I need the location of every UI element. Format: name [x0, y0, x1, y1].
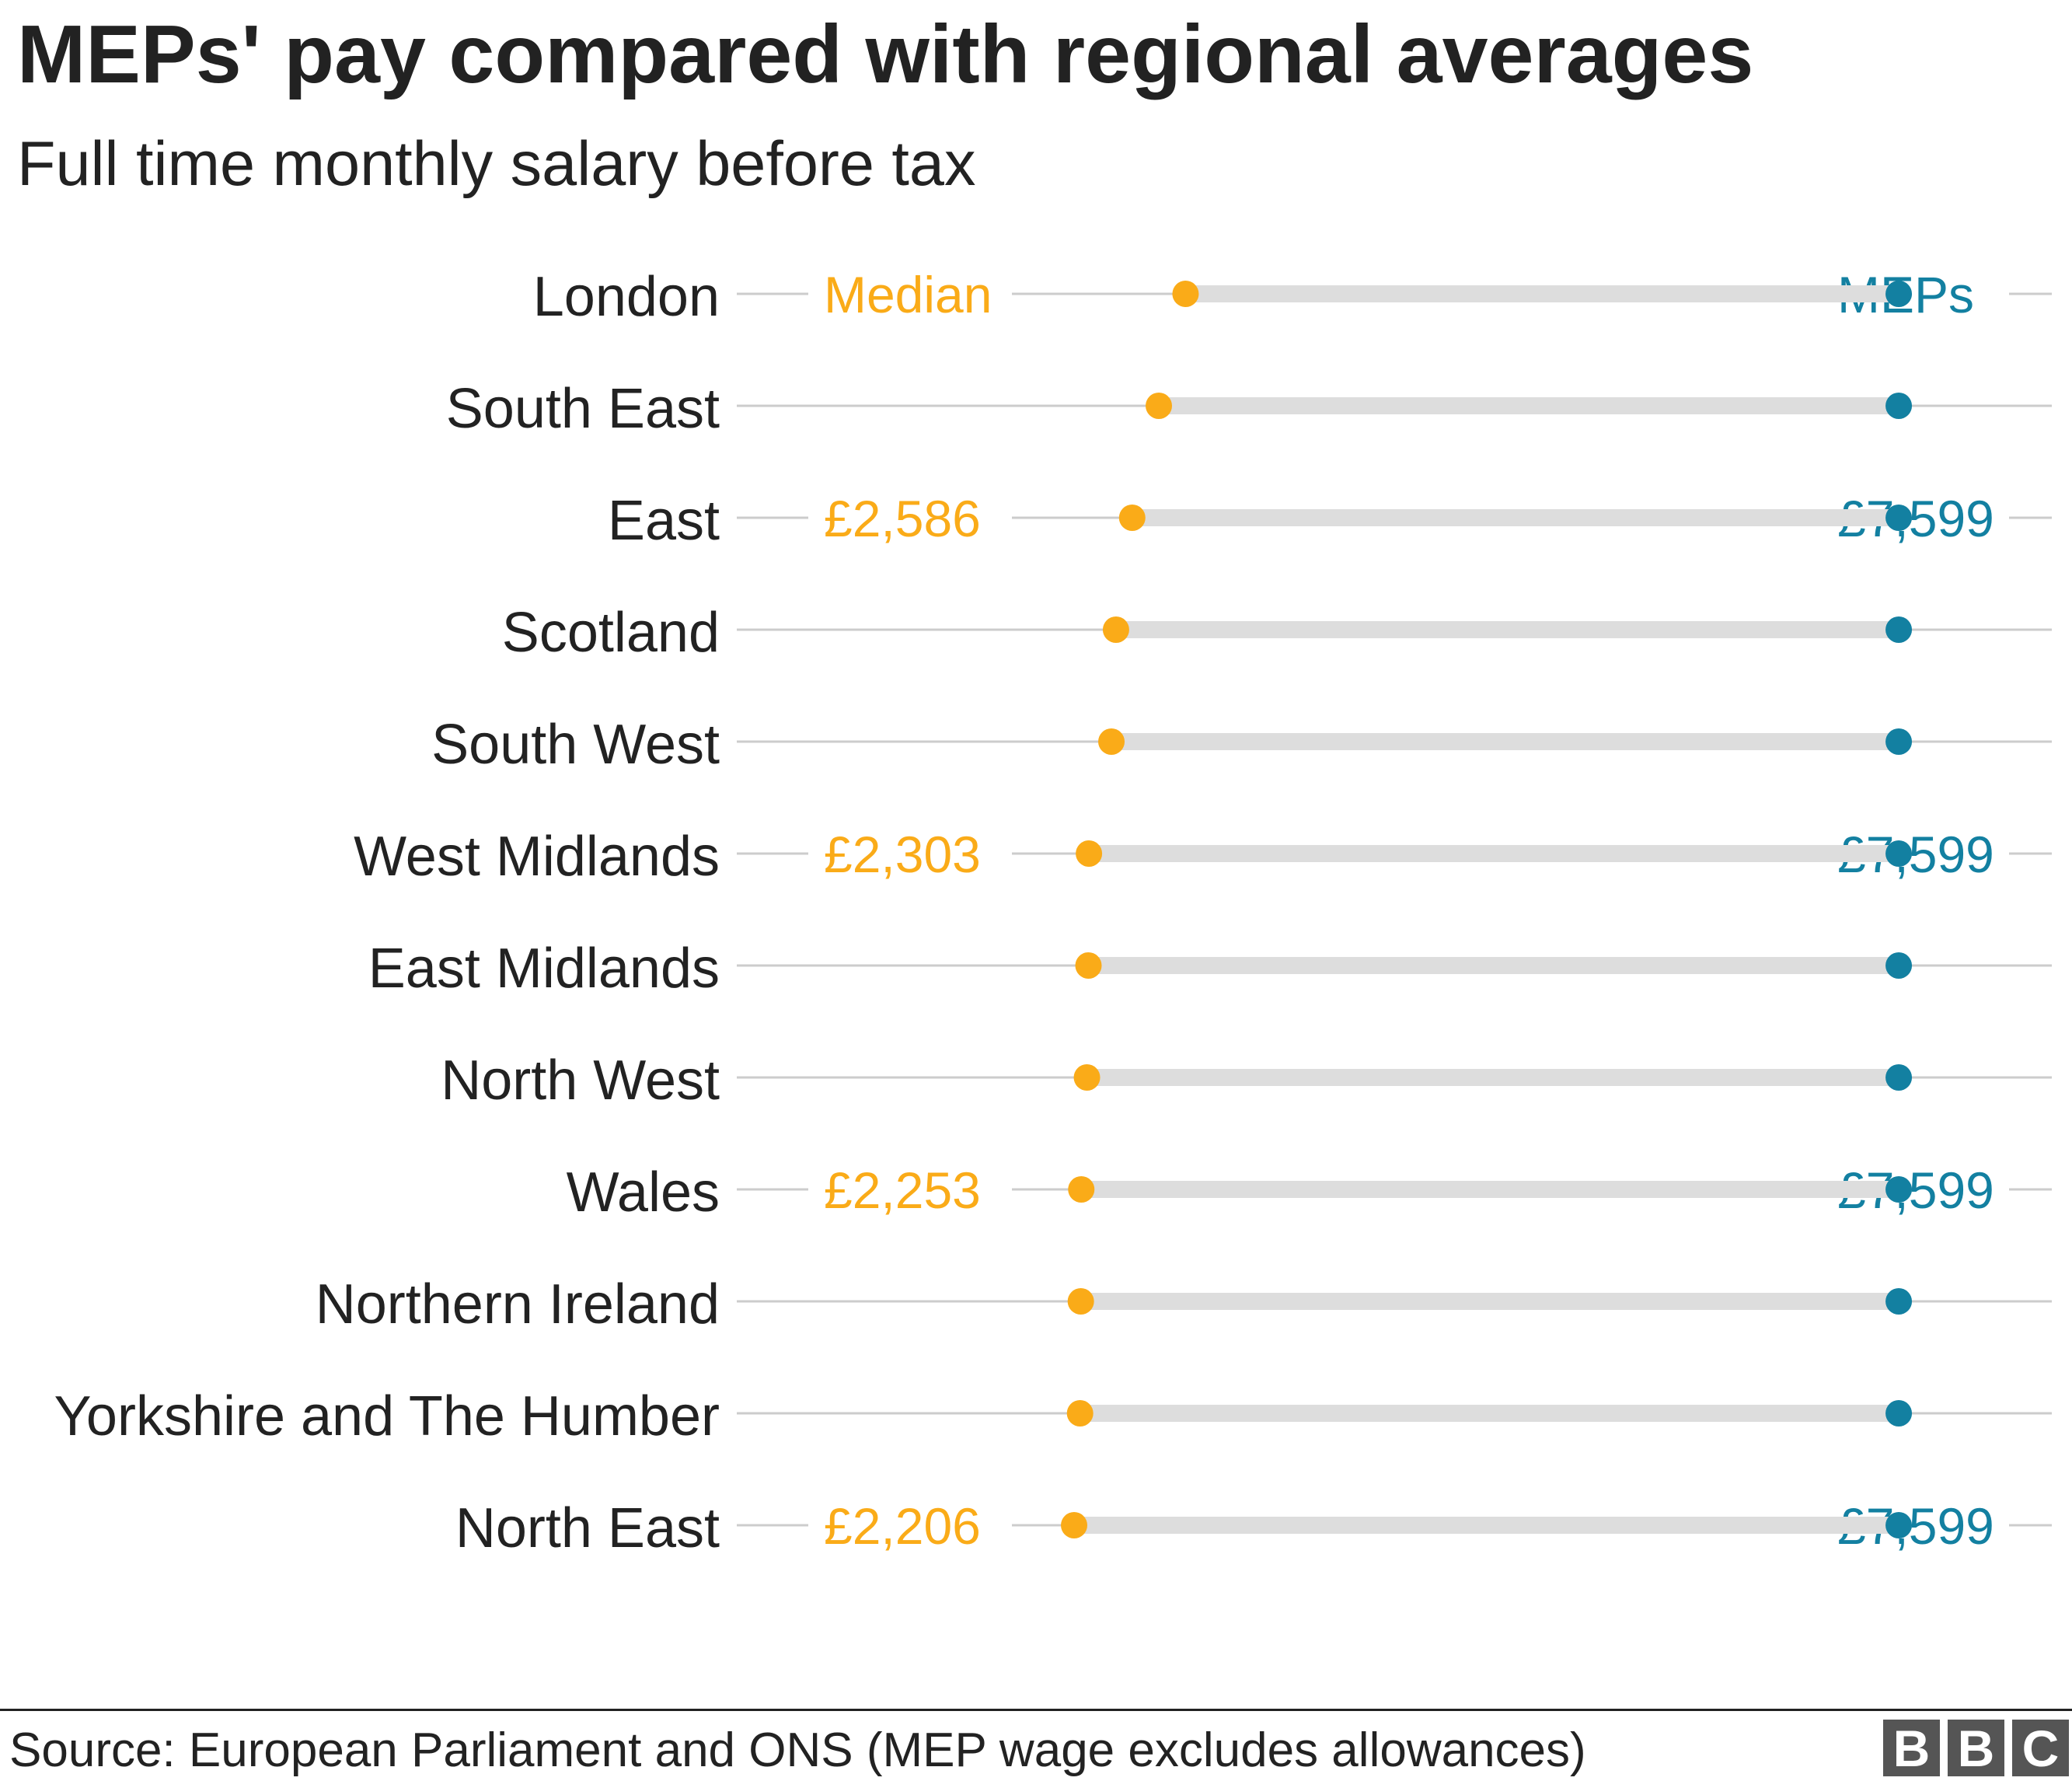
- category-label-yorkshire-and-the-humber: Yorkshire and The Humber: [54, 1385, 720, 1447]
- meps-dot-south-west: [1885, 728, 1913, 755]
- meps-dot-south-east: [1885, 393, 1913, 419]
- bbc-logo-letter-1: B: [1883, 1720, 1940, 1776]
- category-label-north-east: North East: [455, 1497, 720, 1559]
- median-dot-northern-ireland: [1067, 1288, 1094, 1315]
- median-dot-south-west: [1098, 728, 1125, 755]
- bbc-logo-letter-3: C: [2012, 1720, 2069, 1776]
- median-label-backing-east: [808, 487, 1012, 549]
- category-label-london: London: [533, 266, 720, 328]
- median-dot-wales: [1068, 1176, 1095, 1203]
- chart-title: MEPs' pay compared with regional average…: [17, 9, 1754, 100]
- dumbbell-chart: LondonMedianMEPsSouth EastEast£2,586£7,5…: [54, 263, 2052, 1559]
- meps-dot-north-east: [1885, 1512, 1913, 1538]
- median-label-backing-wales: [808, 1158, 1012, 1221]
- median-dot-south-east: [1146, 393, 1173, 419]
- median-dot-yorkshire-and-the-humber: [1066, 1400, 1094, 1427]
- chart-subtitle: Full time monthly salary before tax: [17, 129, 976, 199]
- meps-dot-east: [1885, 505, 1913, 531]
- median-value-label-east: £2,586: [824, 490, 981, 547]
- median-label-backing-west-midlands: [808, 822, 1012, 885]
- meps-dot-scotland: [1885, 616, 1913, 643]
- median-label-backing-north-east: [808, 1494, 1012, 1556]
- category-label-east: East: [608, 490, 720, 552]
- median-dot-west-midlands: [1076, 840, 1103, 867]
- median-dot-east: [1118, 505, 1146, 531]
- meps-dot-wales: [1885, 1176, 1913, 1203]
- meps-dot-northern-ireland: [1885, 1288, 1913, 1315]
- category-label-north-west: North West: [441, 1049, 720, 1112]
- category-label-south-west: South West: [431, 714, 720, 776]
- median-dot-scotland: [1102, 616, 1129, 643]
- median-value-label-west-midlands: £2,303: [824, 826, 981, 883]
- footer-rule: [0, 1709, 2072, 1711]
- category-label-scotland: Scotland: [502, 602, 720, 664]
- median-dot-london: [1172, 281, 1199, 307]
- meps-dot-london: [1885, 281, 1913, 307]
- category-label-west-midlands: West Midlands: [354, 826, 720, 888]
- category-label-wales: Wales: [567, 1161, 720, 1224]
- median-label-backing-london: [808, 263, 1012, 325]
- median-value-label-north-east: £2,206: [824, 1497, 981, 1555]
- category-label-south-east: South East: [446, 378, 720, 440]
- median-dot-north-west: [1073, 1064, 1101, 1091]
- series-label-median: Median: [824, 266, 992, 323]
- meps-dot-yorkshire-and-the-humber: [1885, 1400, 1913, 1427]
- source-note: Source: European Parliament and ONS (MEP…: [9, 1723, 1586, 1777]
- category-label-northern-ireland: Northern Ireland: [316, 1273, 720, 1336]
- meps-dot-east-midlands: [1885, 952, 1913, 979]
- meps-dot-west-midlands: [1885, 840, 1913, 867]
- median-dot-north-east: [1061, 1512, 1088, 1538]
- category-label-east-midlands: East Midlands: [368, 938, 720, 1000]
- median-dot-east-midlands: [1075, 952, 1102, 979]
- bbc-logo-letter-2: B: [1948, 1720, 2004, 1776]
- bbc-logo: B B C: [1883, 1720, 2069, 1776]
- median-value-label-wales: £2,253: [824, 1161, 981, 1219]
- meps-dot-north-west: [1885, 1064, 1913, 1091]
